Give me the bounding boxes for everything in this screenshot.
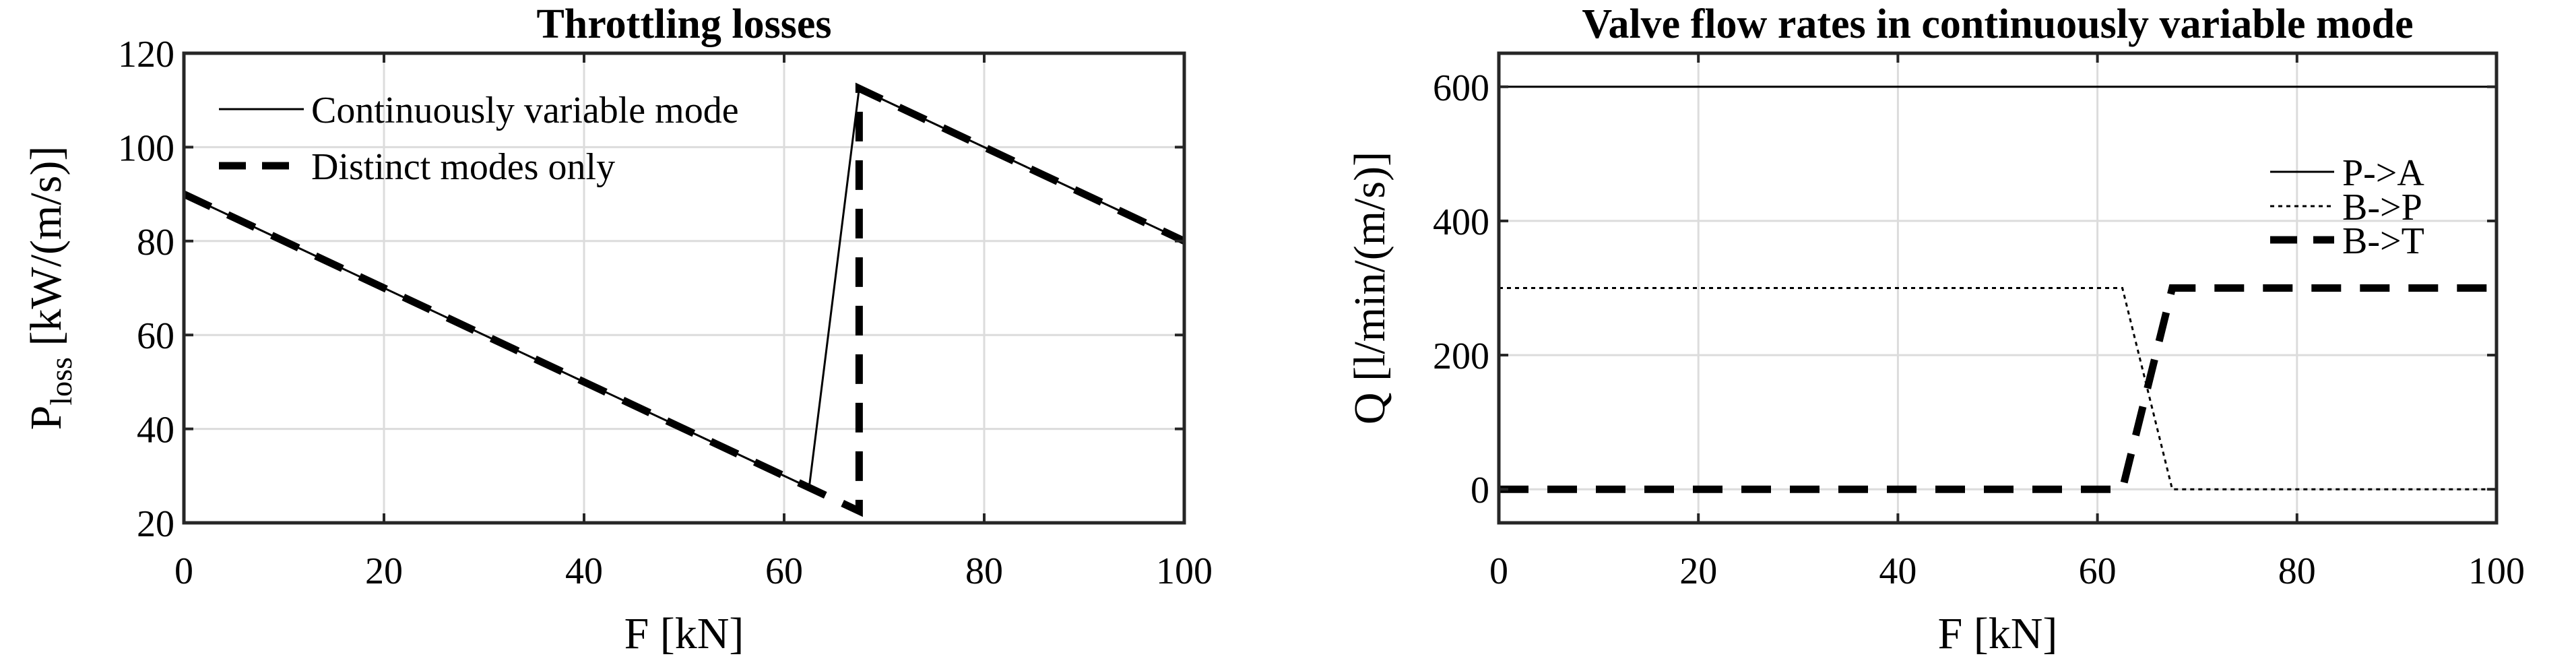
y-tick-label: 400 [1433,201,1489,243]
legend-label: B->P [2342,187,2422,228]
axes-box [1497,51,2499,525]
legend-label: P->A [2342,152,2424,194]
x-tick-label: 0 [174,550,193,592]
y-tick-label: 20 [137,503,174,545]
y-tick-label: 60 [137,315,174,357]
x-tick-label: 100 [1156,550,1213,592]
axes-box [182,51,1186,525]
x-axis-label: F [kN] [1938,609,2058,658]
y-tick-label: 40 [137,410,174,451]
y-tick-label: 100 [118,127,174,169]
legend-label: Continuously variable mode [311,90,739,131]
y-tick-label: 200 [1433,336,1489,377]
y-tick-label: 600 [1433,67,1489,109]
x-tick-label: 20 [365,550,403,592]
series-line-2 [1499,287,2497,490]
y-axis-label-unit: [kW/(m/s)] [22,146,71,357]
x-tick-label: 40 [1879,550,1917,592]
y-axis-label-main: P [22,406,71,431]
x-tick-label: 80 [2278,550,2316,592]
y-tick-label: 80 [137,222,174,263]
legend-label: Distinct modes only [311,146,615,188]
x-tick-label: 20 [1679,550,1717,592]
legend: P->AB->PB->T [2270,152,2424,262]
legend: Continuously variable mode Distinct modes… [219,90,739,188]
x-tick-label: 0 [1489,550,1508,592]
y-axis-label: Ploss [kW/(m/s)] [22,146,78,431]
x-axis-label: F [kN] [624,609,744,658]
y-axis-label-subscript: loss [44,357,78,406]
x-tick-label: 80 [965,550,1003,592]
chart-title: Throttling losses [536,1,831,47]
x-tick-label: 100 [2468,550,2525,592]
x-tick-label: 60 [765,550,803,592]
chart-panel-2: 0 20 40 60 80 100 0 200 400 600 Valve flow rates i… [1345,1,2525,658]
y-axis-label: Q [l/min/(m/s)] [1345,152,1394,424]
chart-title: Valve flow rates in continuously variabl… [1582,1,2413,47]
y-tick-label: 120 [118,34,174,75]
series-line-3 [1499,284,2497,493]
legend-label: B->T [2342,220,2424,262]
x-tick-label: 60 [2079,550,2117,592]
y-tick-label: 0 [1471,470,1489,511]
x-tick-label: 40 [565,550,603,592]
